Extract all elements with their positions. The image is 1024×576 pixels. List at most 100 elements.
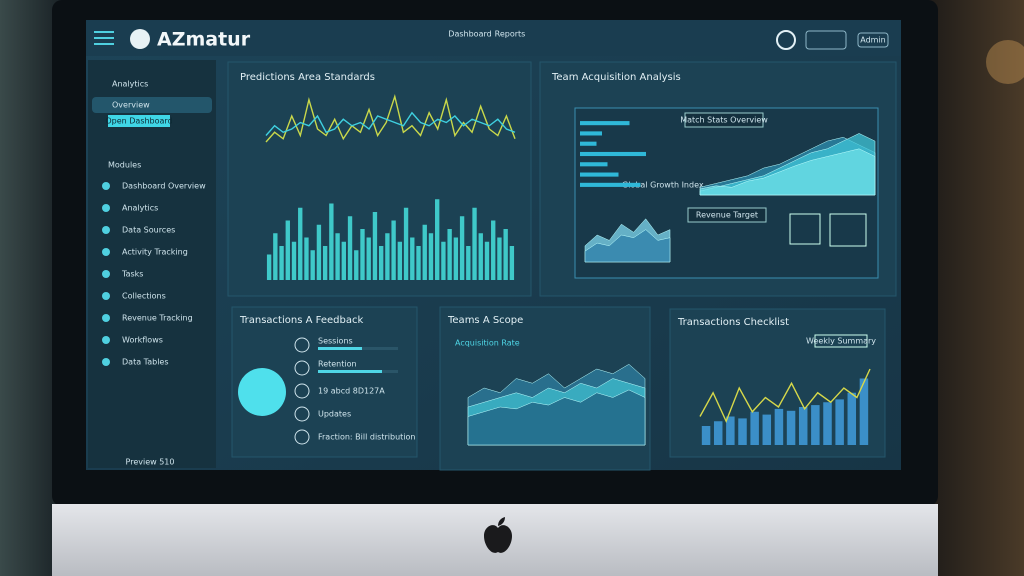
- header-bar: [86, 20, 901, 56]
- bar: [329, 203, 334, 280]
- stat-icon: [294, 337, 310, 353]
- bar: [441, 241, 446, 280]
- callout: [684, 112, 764, 128]
- sidebar-item[interactable]: Workflows: [122, 336, 163, 345]
- bar: [391, 220, 396, 280]
- bar: [509, 246, 515, 280]
- bar: [580, 151, 646, 157]
- sidebar-icon[interactable]: [102, 248, 110, 256]
- sidebar-item[interactable]: Data Tables: [122, 358, 169, 367]
- user-icon[interactable]: [776, 30, 796, 50]
- sidebar-active-label[interactable]: Overview: [112, 101, 150, 110]
- bar: [859, 378, 869, 445]
- stat-icon: [294, 383, 310, 399]
- callout-label: Revenue Target: [696, 211, 758, 220]
- bar: [347, 216, 353, 280]
- settings-button[interactable]: [857, 32, 889, 48]
- notification-button[interactable]: [805, 30, 847, 50]
- bar: [410, 237, 415, 280]
- stat-label: Sessions: [318, 337, 353, 346]
- icon-box[interactable]: [829, 213, 867, 247]
- tab[interactable]: Dashboard: [448, 30, 491, 39]
- bar: [453, 237, 459, 280]
- icon-box[interactable]: [789, 213, 821, 245]
- bar: [478, 233, 483, 280]
- legend-label: Weekly Summary: [806, 337, 876, 346]
- bar: [378, 246, 384, 280]
- bar: [360, 229, 365, 280]
- sidebar-button[interactable]: [108, 115, 170, 127]
- bar: [341, 241, 346, 280]
- line: [265, 93, 516, 143]
- sidebar-item[interactable]: Revenue Tracking: [122, 314, 193, 323]
- bar: [580, 141, 597, 146]
- sidebar-item[interactable]: Tasks: [121, 270, 143, 279]
- bar: [285, 220, 290, 280]
- bar: [580, 121, 630, 126]
- sidebar-item[interactable]: Data Sources: [122, 226, 175, 235]
- stat-label: Retention: [318, 360, 357, 369]
- sidebar-button-label[interactable]: Open Dashboard: [105, 117, 172, 126]
- bar: [366, 237, 371, 280]
- bar: [491, 220, 496, 280]
- sidebar-icon[interactable]: [102, 204, 110, 212]
- bar: [713, 421, 723, 445]
- bar: [298, 207, 303, 280]
- bar: [322, 246, 328, 280]
- bar: [304, 237, 309, 280]
- bar: [428, 233, 434, 280]
- line: [699, 368, 871, 424]
- sidebar-active[interactable]: [92, 97, 212, 113]
- sidebar-item[interactable]: Analytics: [122, 204, 158, 213]
- callout: [687, 207, 767, 223]
- lamp-glow: [986, 40, 1024, 84]
- menu-icon[interactable]: [94, 31, 114, 45]
- sidebar: [88, 60, 216, 468]
- status-circle: [238, 368, 286, 416]
- sidebar-icon[interactable]: [102, 270, 110, 278]
- line: [265, 111, 516, 136]
- sidebar-icon[interactable]: [102, 292, 110, 300]
- bar: [798, 407, 808, 445]
- stat-bar: [318, 370, 382, 373]
- sidebar-icon[interactable]: [102, 336, 110, 344]
- panel-subtitle: Acquisition Rate: [455, 339, 520, 348]
- bar: [385, 233, 390, 280]
- sidebar-icon[interactable]: [102, 314, 110, 322]
- stat-label: 19 abcd 8D127A: [318, 387, 385, 396]
- settings-label[interactable]: Admin: [860, 36, 886, 45]
- stat-label: Updates: [318, 410, 351, 419]
- sidebar-item[interactable]: Dashboard Overview: [122, 182, 206, 191]
- bar: [310, 250, 315, 280]
- stat-bar: [318, 347, 362, 350]
- bar: [503, 229, 508, 280]
- panel-title: Transactions A Feedback: [239, 315, 363, 326]
- bar: [701, 426, 711, 445]
- bar: [316, 224, 322, 280]
- bar: [847, 392, 857, 445]
- bar: [447, 229, 452, 280]
- sidebar-icon[interactable]: [102, 226, 110, 234]
- stat-icon: [294, 406, 310, 422]
- sidebar-item[interactable]: Collections: [122, 292, 166, 301]
- sidebar-item[interactable]: Activity Tracking: [122, 248, 188, 257]
- bar: [472, 207, 477, 280]
- area: [699, 148, 876, 196]
- chart-note: Global Growth Index: [622, 181, 704, 190]
- bar: [835, 399, 844, 445]
- charts: [265, 93, 876, 446]
- sidebar-icon[interactable]: [102, 182, 110, 190]
- bar: [459, 216, 465, 280]
- logo: [484, 517, 512, 553]
- bar: [762, 414, 772, 445]
- bar: [580, 162, 608, 167]
- tab[interactable]: Reports: [495, 30, 526, 39]
- bar: [354, 250, 359, 280]
- bar: [580, 172, 619, 177]
- area: [467, 389, 646, 446]
- stat-icon: [294, 429, 310, 445]
- bar: [403, 207, 409, 280]
- legend-box: [814, 334, 868, 348]
- bar: [484, 241, 490, 280]
- sidebar-icon[interactable]: [102, 358, 110, 366]
